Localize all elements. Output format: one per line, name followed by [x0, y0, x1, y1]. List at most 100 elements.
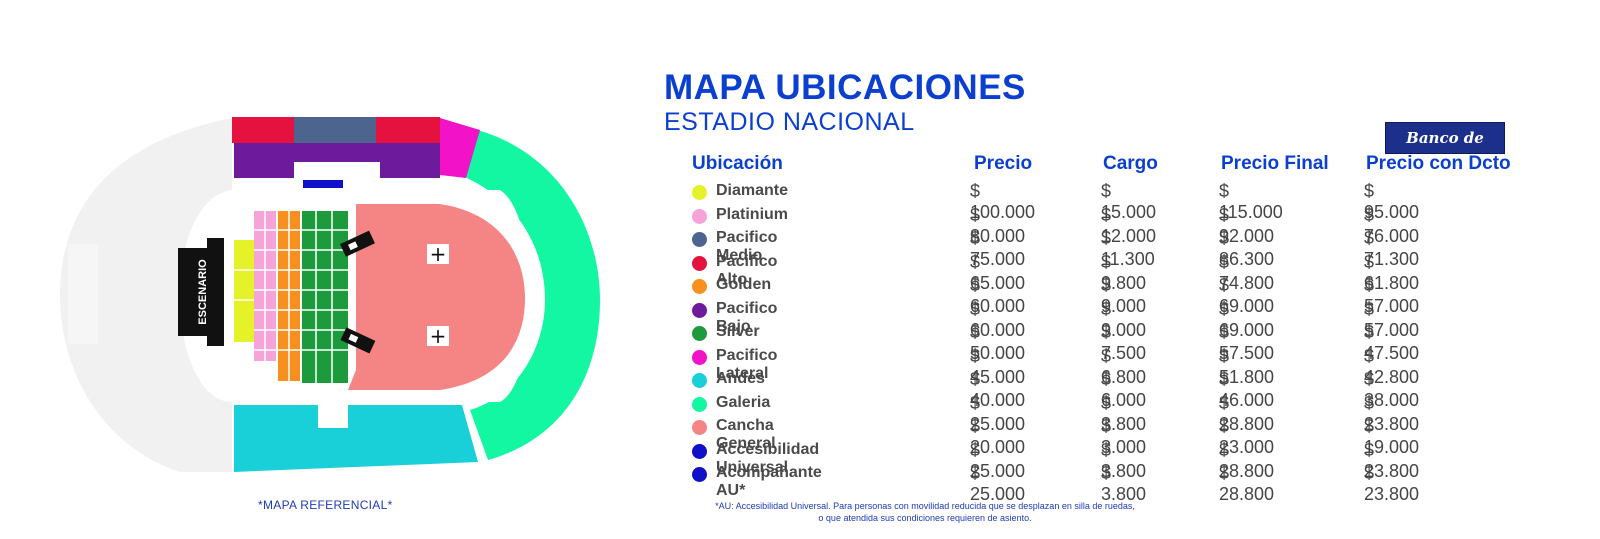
plus-marker-top: +: [427, 242, 449, 266]
row-fee: $ 3.800: [1101, 439, 1147, 481]
row-fee: $ 9.800: [1101, 251, 1147, 293]
andes-gap: [318, 398, 348, 428]
row-price: $ 75.000: [970, 228, 1026, 269]
row-location-name: Galeria: [716, 393, 771, 411]
header-fee: Cargo: [1103, 153, 1158, 174]
row-location-name: Pacifico Bajo: [716, 299, 778, 335]
stage-wing-top: [207, 238, 224, 250]
row-final-price: $ 74.800: [1219, 251, 1275, 293]
row-price: $ 60.000: [970, 275, 1026, 316]
stage-label: ESCENARIO: [197, 259, 209, 325]
row-final-price: $ 69.000: [1219, 298, 1275, 340]
section-pacifico-lateral[interactable]: [440, 118, 480, 178]
row-discount-price: $ 38.000: [1364, 369, 1420, 410]
section-pacifico-alto-left[interactable]: [232, 117, 294, 143]
legend-dot-icon: [692, 420, 707, 435]
row-fee: $ 3.000: [1101, 416, 1147, 457]
row-final-price: $ 92.000: [1219, 204, 1275, 246]
section-diamante[interactable]: [234, 240, 254, 342]
header-price: Precio: [974, 153, 1033, 174]
svg-text:+: +: [430, 242, 447, 266]
camera-tower-top: [340, 230, 375, 257]
legend-dot-icon: [692, 185, 707, 200]
left-gate: [68, 244, 98, 344]
row-fee: $ 3.800: [1101, 392, 1147, 434]
outer-ring: [60, 118, 232, 472]
row-location-name: Golden: [716, 276, 772, 293]
row-discount-price: $ 76.000: [1364, 204, 1420, 246]
accessibility-badge: [303, 180, 343, 188]
section-pacifico-medio[interactable]: [294, 117, 376, 143]
stage: [178, 248, 224, 336]
row-price: $ 25.000: [970, 463, 1026, 504]
row-discount-price: $ 23.800: [1364, 463, 1420, 504]
plus-marker-bottom: +: [427, 324, 449, 348]
row-discount-price: $ 61.800: [1364, 251, 1420, 293]
legend-dot-icon: [692, 279, 707, 294]
row-price: $ 65.000: [970, 251, 1026, 293]
row-location-name: Andes: [716, 370, 765, 387]
header-discount-price: Precio con Dcto: [1366, 153, 1511, 174]
row-price: $ 100.000: [970, 181, 1036, 222]
section-galeria[interactable]: [460, 128, 600, 460]
row-final-price: $ 57.500: [1219, 322, 1275, 363]
bank-logo: Banco de Chile: [1385, 122, 1505, 177]
section-pacifico-alto-right[interactable]: [376, 117, 440, 143]
row-price: $ 25.000: [970, 439, 1026, 481]
row-price: $ 60.000: [970, 298, 1026, 340]
row-discount-price: $ 47.500: [1364, 322, 1420, 363]
section-andes[interactable]: [234, 405, 478, 472]
row-fee: $ 9.000: [1101, 298, 1147, 340]
footnote-line-1: *AU: Accesibilidad Universal. Para perso…: [715, 501, 1135, 511]
page-title: MAPA UBICACIONES: [664, 68, 1026, 107]
row-location-name: Diamante: [716, 182, 789, 199]
row-price: $ 25.000: [970, 392, 1026, 434]
row-location-name: Accesibilidad Universal: [716, 440, 820, 476]
row-fee: $ 7.500: [1101, 322, 1147, 363]
row-final-price: $ 28.800: [1219, 463, 1275, 504]
row-fee: $ 6.000: [1101, 369, 1147, 410]
camera-tower-bottom: [340, 327, 376, 354]
row-final-price: $ 115.000: [1219, 181, 1283, 222]
row-fee: $ 9.000: [1101, 275, 1147, 316]
section-cancha-general[interactable]: [348, 204, 525, 390]
row-final-price: $ 23.000: [1219, 416, 1275, 457]
page-subtitle: ESTADIO NACIONAL: [664, 108, 915, 136]
stage-wing-bottom: [207, 334, 224, 346]
legend-dot-icon: [692, 255, 707, 271]
row-discount-price: $ 23.800: [1364, 439, 1420, 481]
row-price: $ 20.000: [970, 416, 1026, 457]
row-discount-price: $ 23.800: [1364, 392, 1420, 434]
row-location-name: Silver: [716, 323, 760, 340]
legend-dot-icon: [692, 302, 707, 318]
section-silver[interactable]: [302, 211, 348, 383]
row-final-price: $ 28.800: [1219, 392, 1275, 434]
section-pacifico-bajo[interactable]: [234, 143, 440, 178]
stadium-map: ESCENARIO + +: [60, 117, 600, 472]
legend-dot-icon: [692, 326, 707, 341]
row-final-price: $ 51.800: [1219, 345, 1275, 387]
header-location: Ubicación: [692, 153, 783, 174]
row-discount-price: $ 57.000: [1364, 275, 1420, 316]
row-price: $ 50.000: [970, 322, 1026, 363]
row-fee: $ 15.000: [1101, 181, 1157, 222]
legend-dot-icon: [692, 208, 707, 224]
row-location-name: Pacifico Alto: [716, 252, 778, 288]
map-note: *MAPA REFERENCIAL*: [258, 498, 393, 512]
row-price: $ 80.000: [970, 204, 1026, 246]
legend-dot-icon: [692, 349, 707, 365]
seat-grid: [234, 211, 348, 383]
row-fee: $ 3.800: [1101, 463, 1147, 504]
footnote-line-2: o que atendida sus condiciones requieren…: [818, 513, 1032, 523]
legend-dot-icon: [692, 396, 707, 412]
row-location-name: Acompañante AU*: [716, 464, 822, 499]
row-final-price: $ 86.300: [1219, 228, 1275, 269]
header-final-price: Precio Final: [1221, 153, 1329, 174]
row-fee: $ 6.800: [1101, 345, 1147, 387]
row-location-name: Cancha General: [716, 417, 776, 452]
row-discount-price: $ 42.800: [1364, 345, 1420, 387]
legend-dot-icon: [692, 232, 707, 247]
legend-dot-icon: [692, 373, 707, 388]
legend-dot-icon: [692, 467, 707, 482]
svg-text:+: +: [430, 324, 447, 348]
